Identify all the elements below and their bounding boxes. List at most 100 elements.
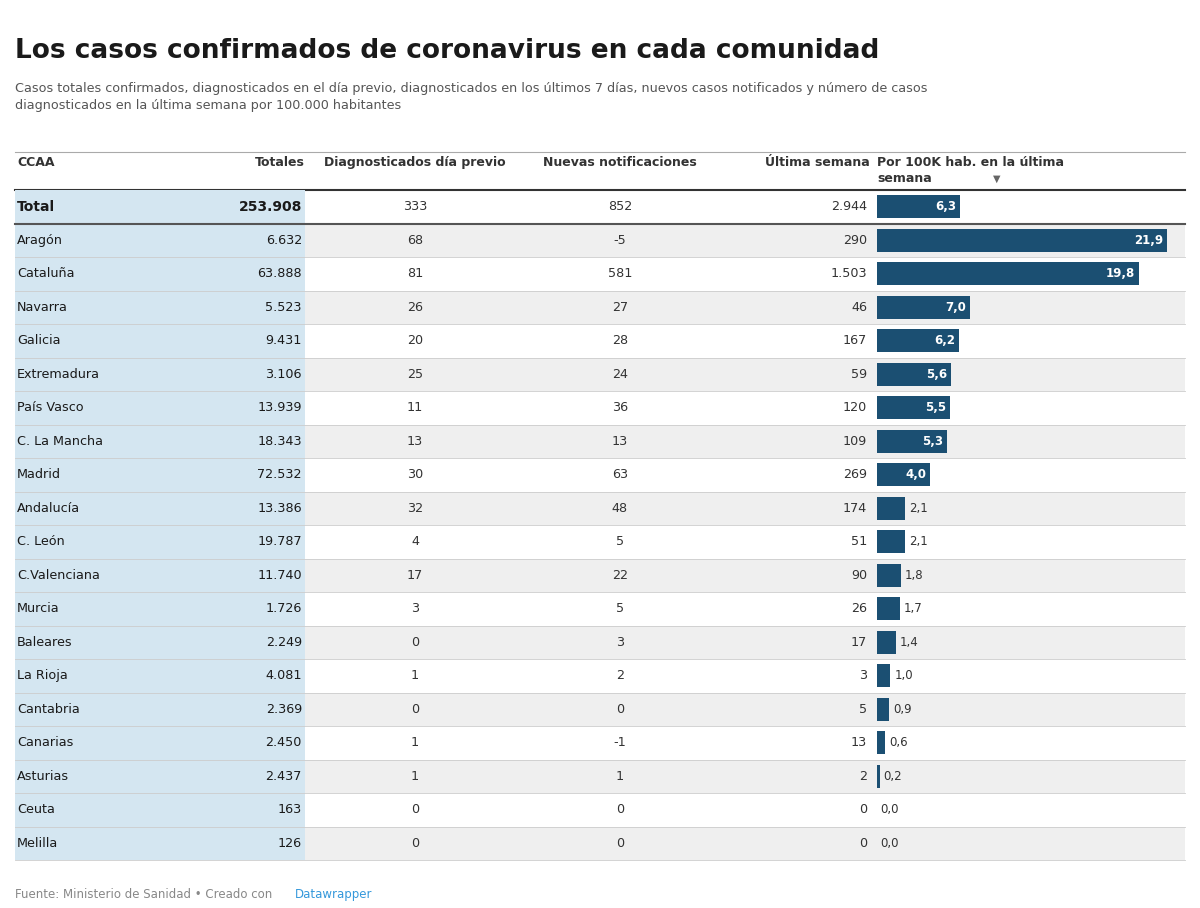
Text: 1,7: 1,7 <box>904 602 923 616</box>
Bar <box>14 626 305 659</box>
Bar <box>14 626 1186 659</box>
Text: -5: -5 <box>613 233 626 247</box>
Text: 68: 68 <box>407 233 424 247</box>
Bar <box>14 659 1186 693</box>
Bar <box>14 391 305 425</box>
Text: C. La Mancha: C. La Mancha <box>17 435 103 448</box>
Text: País Vasco: País Vasco <box>17 401 84 414</box>
Text: 174: 174 <box>842 502 866 515</box>
Text: 0: 0 <box>410 837 419 850</box>
Text: 581: 581 <box>608 267 632 281</box>
Text: Andalucía: Andalucía <box>17 502 80 515</box>
Bar <box>14 759 305 793</box>
Bar <box>14 223 1186 257</box>
Bar <box>14 458 1186 491</box>
Text: 17: 17 <box>407 568 424 582</box>
Bar <box>14 525 305 558</box>
Text: 51: 51 <box>851 535 866 548</box>
Bar <box>14 324 305 358</box>
Text: 11.740: 11.740 <box>257 568 302 582</box>
Text: 4,0: 4,0 <box>905 469 926 481</box>
Bar <box>14 592 1186 626</box>
Text: 72.532: 72.532 <box>258 469 302 481</box>
Text: 26: 26 <box>407 301 424 314</box>
Text: 1: 1 <box>410 669 419 682</box>
Text: 81: 81 <box>407 267 424 281</box>
Text: 2: 2 <box>859 770 866 783</box>
Text: 290: 290 <box>842 233 866 247</box>
Text: 1.503: 1.503 <box>830 267 866 281</box>
Text: 32: 32 <box>407 502 424 515</box>
Text: 2,1: 2,1 <box>908 535 928 548</box>
Bar <box>14 425 305 458</box>
Bar <box>14 190 1186 223</box>
Text: 5,3: 5,3 <box>922 435 943 448</box>
Text: 0,9: 0,9 <box>893 703 912 716</box>
Bar <box>14 558 1186 592</box>
Text: Baleares: Baleares <box>17 636 73 648</box>
Bar <box>14 190 305 223</box>
Text: Melilla: Melilla <box>17 837 59 850</box>
Text: Nuevas notificaciones: Nuevas notificaciones <box>544 156 697 169</box>
Text: 46: 46 <box>851 301 866 314</box>
Text: 269: 269 <box>842 469 866 481</box>
Text: Totales: Totales <box>256 156 305 169</box>
Text: 11: 11 <box>407 401 424 414</box>
Text: 0: 0 <box>859 804 866 816</box>
Text: Diagnosticados día previo: Diagnosticados día previo <box>324 156 506 169</box>
Text: 90: 90 <box>851 568 866 582</box>
Text: 1,0: 1,0 <box>894 669 913 682</box>
Text: 3: 3 <box>616 636 624 648</box>
Bar <box>877 397 950 419</box>
Text: 26: 26 <box>851 602 866 616</box>
Bar <box>14 793 1186 826</box>
Bar <box>877 429 947 453</box>
Text: 0: 0 <box>410 804 419 816</box>
Bar <box>877 262 1139 285</box>
Text: 9.431: 9.431 <box>265 334 302 347</box>
Text: -1: -1 <box>613 736 626 749</box>
Bar <box>877 530 905 553</box>
Text: 0: 0 <box>410 703 419 716</box>
Text: 109: 109 <box>842 435 866 448</box>
Text: 6.632: 6.632 <box>265 233 302 247</box>
Text: 333: 333 <box>403 201 427 213</box>
Bar <box>14 358 305 391</box>
Text: 1,8: 1,8 <box>905 568 924 582</box>
Text: Total: Total <box>17 200 55 213</box>
Text: Datawrapper: Datawrapper <box>295 888 372 901</box>
Text: 3: 3 <box>410 602 419 616</box>
Text: 13: 13 <box>612 435 628 448</box>
Text: 120: 120 <box>842 401 866 414</box>
Text: 4.081: 4.081 <box>265 669 302 682</box>
Text: 25: 25 <box>407 368 424 380</box>
Text: 1,4: 1,4 <box>900 636 918 648</box>
Text: 1: 1 <box>410 736 419 749</box>
Bar <box>14 291 305 324</box>
Text: 48: 48 <box>612 502 628 515</box>
Text: Extremadura: Extremadura <box>17 368 100 380</box>
Text: 2: 2 <box>616 669 624 682</box>
Bar <box>877 195 960 218</box>
Text: C. León: C. León <box>17 535 65 548</box>
Bar <box>14 391 1186 425</box>
Text: 5: 5 <box>859 703 866 716</box>
Bar <box>14 324 1186 358</box>
Text: Aragón: Aragón <box>17 233 64 247</box>
Bar <box>14 759 1186 793</box>
Text: 27: 27 <box>612 301 628 314</box>
Text: Cataluña: Cataluña <box>17 267 74 281</box>
Bar <box>14 223 305 257</box>
Bar <box>877 296 970 319</box>
Text: Ceuta: Ceuta <box>17 804 55 816</box>
Text: 17: 17 <box>851 636 866 648</box>
Text: 1: 1 <box>616 770 624 783</box>
Text: 13: 13 <box>851 736 866 749</box>
Text: 0: 0 <box>410 636 419 648</box>
Bar <box>14 257 305 291</box>
Text: 20: 20 <box>407 334 424 347</box>
Text: Por 100K hab. en la última
semana: Por 100K hab. en la última semana <box>877 156 1064 185</box>
Text: 2.944: 2.944 <box>830 201 866 213</box>
Bar <box>877 765 880 787</box>
Text: Última semana: Última semana <box>766 156 870 169</box>
